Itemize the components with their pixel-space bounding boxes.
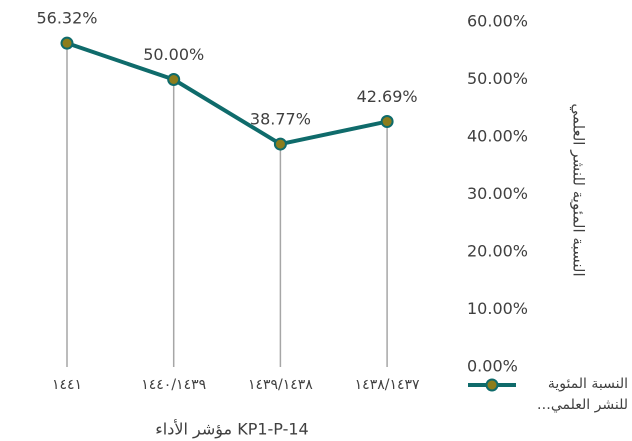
y-tick-label: 60.00%	[467, 12, 528, 31]
data-label: 42.69%	[357, 87, 418, 106]
data-label: 38.77%	[250, 110, 311, 129]
x-axis-title: مؤشر الأداء KP1-P-14	[155, 419, 308, 440]
x-tick-label: ١٤٣٩/١٤٣٨	[248, 377, 313, 393]
legend-item: النسبة المئوية للنشر العلمي…	[536, 376, 628, 413]
marker	[167, 73, 181, 86]
legend-marker	[485, 378, 499, 392]
series-line	[66, 41, 388, 147]
x-tick-label: ١٤٣٨/١٤٣٧	[355, 377, 420, 393]
marker	[380, 115, 394, 129]
y-tick-label: 20.00%	[467, 242, 528, 261]
data-label: 56.32%	[36, 9, 97, 28]
y-tick-label: 50.00%	[467, 69, 528, 88]
marker	[60, 36, 74, 50]
y-tick-label: 30.00%	[467, 184, 528, 203]
y-axis-title: النسبة المئوية للنشر العلمي	[569, 103, 588, 276]
legend-label: النسبة المئوية للنشر العلمي…	[536, 376, 628, 413]
y-tick-label: 0.00%	[467, 357, 518, 376]
x-tick-label: ١٤٤١	[52, 377, 82, 393]
data-label: 50.00%	[143, 45, 204, 64]
x-tick-label: ١٤٤٠/١٤٣٩	[141, 377, 206, 393]
y-tick-label: 10.00%	[467, 299, 528, 318]
marker	[273, 137, 287, 151]
y-tick-label: 40.00%	[467, 127, 528, 146]
